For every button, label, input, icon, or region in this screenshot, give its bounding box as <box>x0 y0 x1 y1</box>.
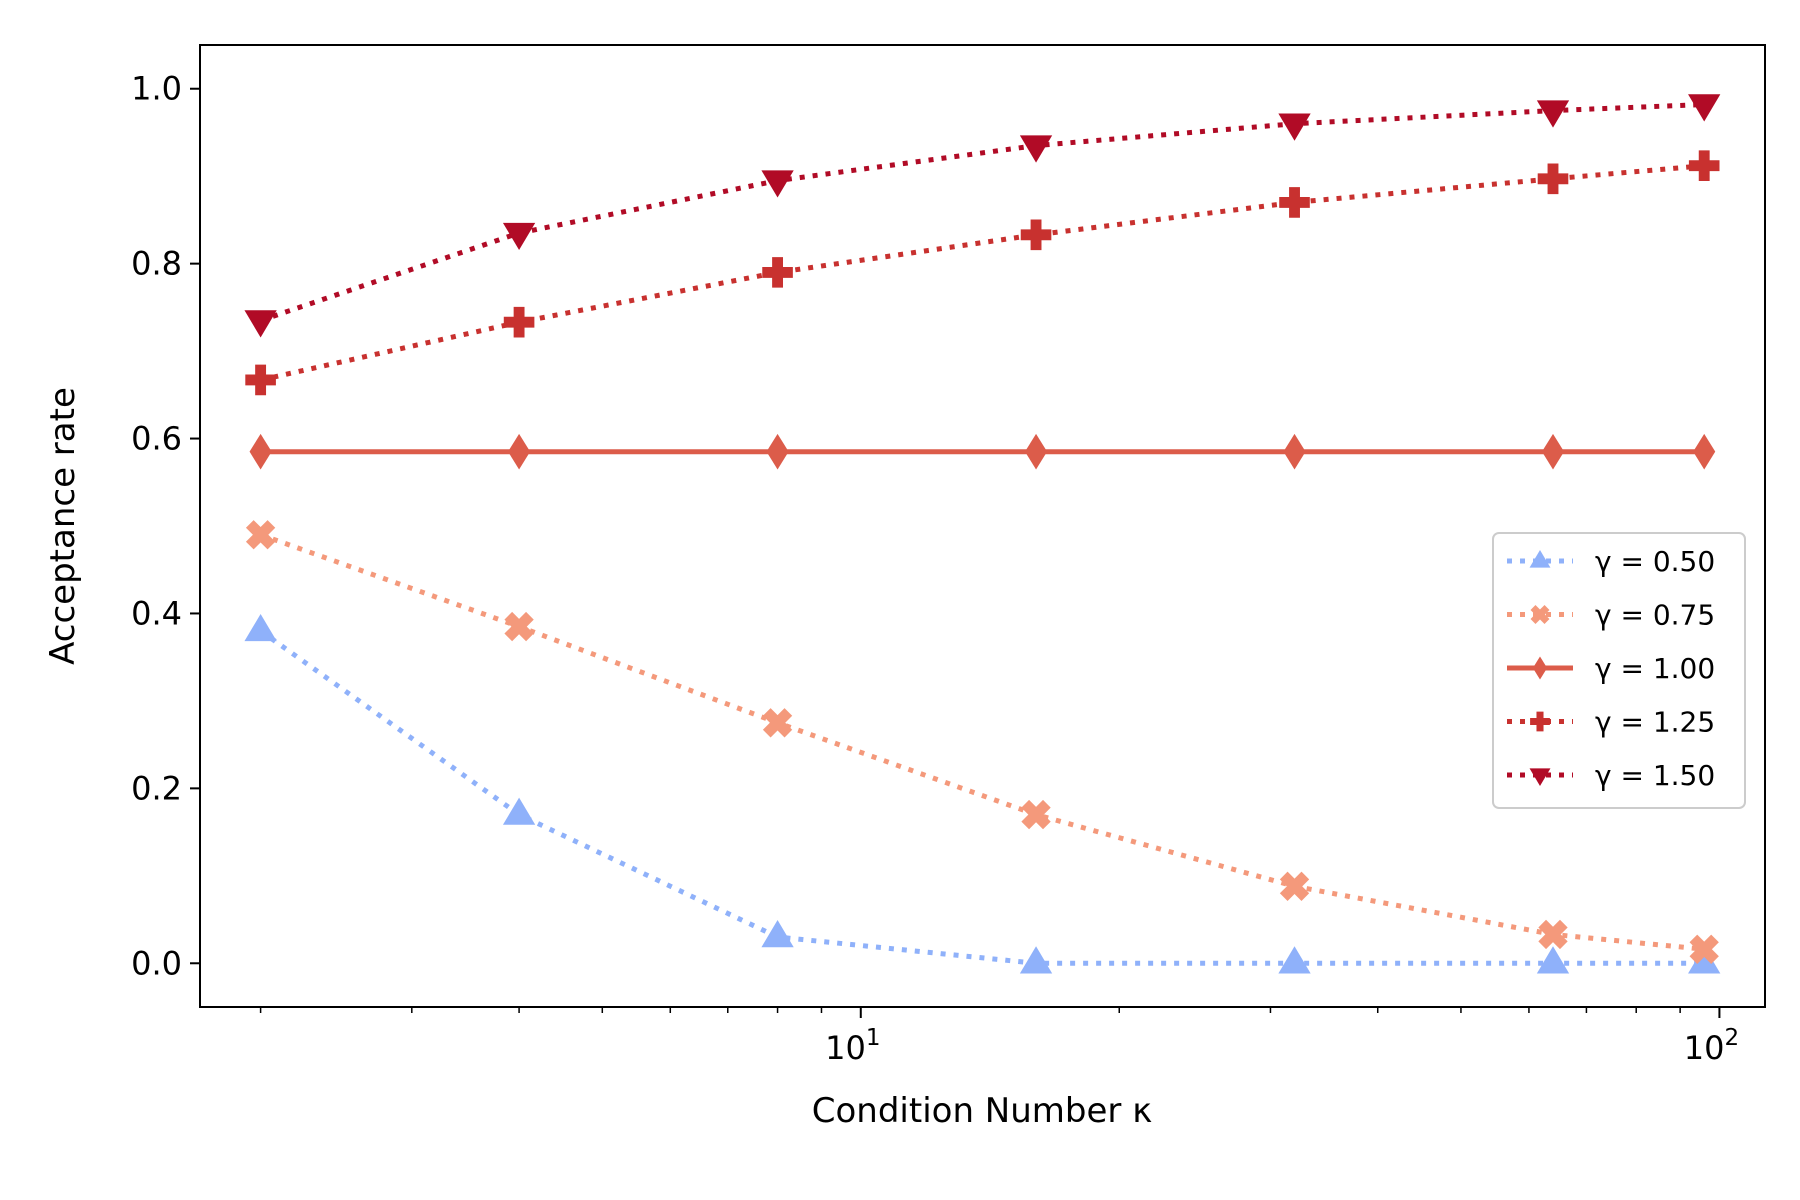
y-axis-label: Acceptance rate <box>43 387 83 665</box>
x-tick-exponent: 1 <box>866 1025 881 1051</box>
data-point <box>1278 113 1311 141</box>
y-tick-label: 0.0 <box>131 944 182 982</box>
legend-entry-0.50: γ = 0.50 <box>1507 545 1715 578</box>
data-point <box>761 170 794 198</box>
data-point <box>503 306 535 338</box>
data-point <box>1278 946 1311 974</box>
series-line-1.25 <box>260 163 1705 383</box>
data-point <box>1283 433 1306 470</box>
series-1.25 <box>245 150 1720 396</box>
data-point <box>1693 433 1716 470</box>
data-point <box>762 257 793 288</box>
data-point <box>245 364 276 396</box>
legend-box <box>1492 532 1746 809</box>
data-point <box>1541 433 1565 470</box>
legend-entry-1.25: γ = 1.25 <box>1507 706 1715 739</box>
legend-label: γ = 0.75 <box>1595 599 1715 632</box>
data-point <box>244 613 277 642</box>
legend-marker <box>1532 656 1548 680</box>
data-point <box>508 433 531 470</box>
series-1.50 <box>244 94 1721 338</box>
y-tick-label: 0.2 <box>131 769 182 807</box>
data-point <box>1689 934 1719 964</box>
data-point <box>761 920 794 948</box>
data-point <box>1536 946 1570 974</box>
x-tick-label: 102 <box>1684 1025 1739 1067</box>
data-point <box>766 433 789 470</box>
data-point <box>502 222 536 251</box>
series-0.75 <box>245 520 1719 964</box>
legend-label: γ = 1.00 <box>1595 652 1715 685</box>
axis-ticks: 0.0 0.2 0.4 0.6 0.8 1.0 101 102 <box>131 70 1739 1067</box>
legend-marker <box>1529 768 1551 786</box>
legend-marker <box>1529 550 1551 568</box>
data-point <box>244 310 277 338</box>
data-point <box>1688 946 1721 974</box>
y-tick-label: 0.6 <box>131 420 182 458</box>
plot-frame <box>199 44 1766 1008</box>
data-point <box>1536 100 1570 128</box>
x-axis-label: Condition Number κ <box>812 1091 1152 1131</box>
x-tick-label: 101 <box>825 1025 880 1067</box>
legend-label: γ = 1.25 <box>1595 706 1715 739</box>
data-point <box>762 708 793 738</box>
data-point <box>504 611 534 642</box>
data-point <box>1538 919 1568 950</box>
data-point <box>1020 219 1052 251</box>
data-point <box>1279 187 1310 218</box>
legend: γ = 0.50 γ = 0.75 γ = 1.00 γ = 1.25 γ = 1.50 <box>1492 532 1746 809</box>
series-1.00 <box>249 433 1716 470</box>
data-point <box>502 797 536 825</box>
legend-entry-1.00: γ = 1.00 <box>1507 652 1715 685</box>
y-tick-label: 0.4 <box>131 594 182 632</box>
data-point <box>249 433 272 470</box>
series-0.50 <box>244 613 1721 974</box>
data-point <box>1021 799 1051 830</box>
data-point <box>1279 871 1310 901</box>
data-point <box>1688 94 1721 122</box>
legend-marker <box>1530 711 1550 732</box>
legend-entry-0.75: γ = 0.75 <box>1507 599 1715 632</box>
data-point <box>1688 150 1720 181</box>
legend-marker <box>1530 605 1550 624</box>
legend-label: γ = 1.50 <box>1595 759 1715 792</box>
y-tick-label: 1.0 <box>131 70 182 108</box>
data-point <box>1537 163 1569 195</box>
data-point <box>1019 135 1053 163</box>
data-point <box>1019 946 1053 974</box>
y-tick-label: 0.8 <box>131 245 182 283</box>
legend-entry-1.50: γ = 1.50 <box>1507 759 1715 792</box>
series-line-1.50 <box>259 102 1705 323</box>
data-point <box>1024 433 1048 470</box>
data-point <box>245 520 276 550</box>
x-tick-exponent: 2 <box>1724 1025 1739 1051</box>
series-line-0.75 <box>259 532 1705 952</box>
legend-label: γ = 0.50 <box>1595 545 1715 578</box>
plot-marks <box>244 94 1721 974</box>
